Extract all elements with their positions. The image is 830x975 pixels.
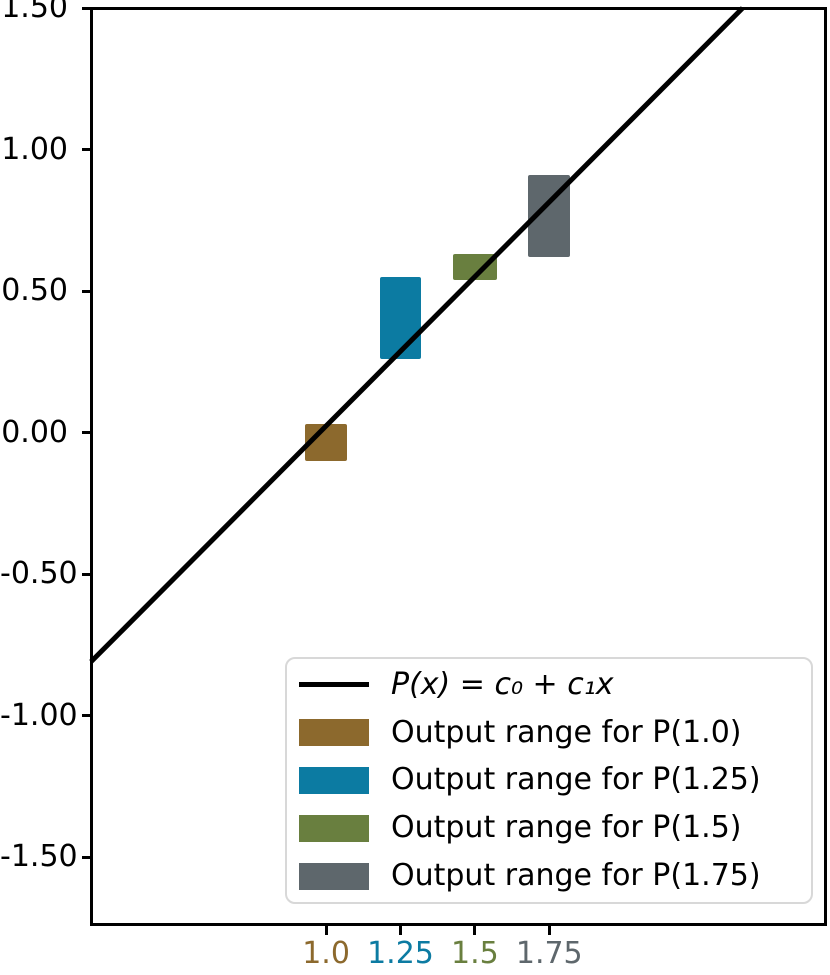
legend-swatch bbox=[299, 814, 369, 842]
x-tick-label: 1.5 bbox=[451, 936, 499, 971]
legend-label: Output range for P(1.75) bbox=[391, 858, 761, 894]
y-tick-mark bbox=[82, 714, 91, 718]
legend: P(x) = c₀ + c₁x Output range for P(1.0) Ou… bbox=[285, 657, 813, 904]
y-tick-mark bbox=[82, 6, 91, 10]
x-tick-mark bbox=[398, 926, 402, 935]
y-tick-label: 1.50 bbox=[1, 0, 68, 25]
swatch-icon bbox=[299, 719, 369, 747]
output-range-bar-1 bbox=[305, 424, 347, 461]
x-tick-mark bbox=[324, 926, 328, 935]
output-range-bar-1.25 bbox=[379, 276, 422, 359]
y-tick-mark bbox=[82, 289, 91, 293]
line-marker-icon bbox=[299, 682, 369, 688]
legend-swatch bbox=[299, 719, 369, 747]
legend-line-marker bbox=[299, 682, 369, 688]
y-tick-label: -0.50 bbox=[0, 556, 78, 592]
y-tick-mark bbox=[82, 572, 91, 576]
y-tick-label: 0.00 bbox=[1, 414, 68, 450]
legend-swatch bbox=[299, 862, 369, 890]
y-tick-mark bbox=[82, 431, 91, 435]
swatch-icon bbox=[299, 766, 369, 794]
x-tick-mark bbox=[547, 926, 551, 935]
legend-row: Output range for P(1.75) bbox=[299, 852, 799, 900]
legend-row: Output range for P(1.25) bbox=[299, 757, 799, 805]
y-tick-label: -1.50 bbox=[0, 839, 78, 875]
swatch-icon bbox=[299, 814, 369, 842]
legend-row: P(x) = c₀ + c₁x bbox=[299, 661, 799, 709]
legend-label: Output range for P(1.0) bbox=[391, 714, 742, 750]
x-tick-label: 1.75 bbox=[515, 936, 583, 971]
x-tick-label: 1.0 bbox=[302, 936, 350, 971]
y-tick-mark bbox=[82, 855, 91, 859]
legend-row: Output range for P(1.0) bbox=[299, 709, 799, 757]
y-tick-label: 0.50 bbox=[1, 273, 68, 309]
legend-label: Output range for P(1.5) bbox=[391, 810, 742, 846]
x-tick-label: 1.25 bbox=[367, 936, 434, 971]
y-tick-label: 1.00 bbox=[1, 131, 68, 167]
output-range-bar-1.5 bbox=[452, 254, 498, 280]
output-range-bar-1.75 bbox=[528, 174, 571, 258]
y-tick-mark bbox=[82, 148, 91, 151]
legend-swatch bbox=[299, 766, 369, 794]
swatch-icon bbox=[299, 862, 369, 890]
y-tick-label: -1.00 bbox=[0, 697, 78, 733]
legend-label: P(x) = c₀ + c₁x bbox=[391, 666, 614, 702]
legend-label: Output range for P(1.25) bbox=[391, 762, 761, 798]
legend-row: Output range for P(1.5) bbox=[299, 804, 799, 852]
x-tick-mark bbox=[473, 926, 477, 935]
